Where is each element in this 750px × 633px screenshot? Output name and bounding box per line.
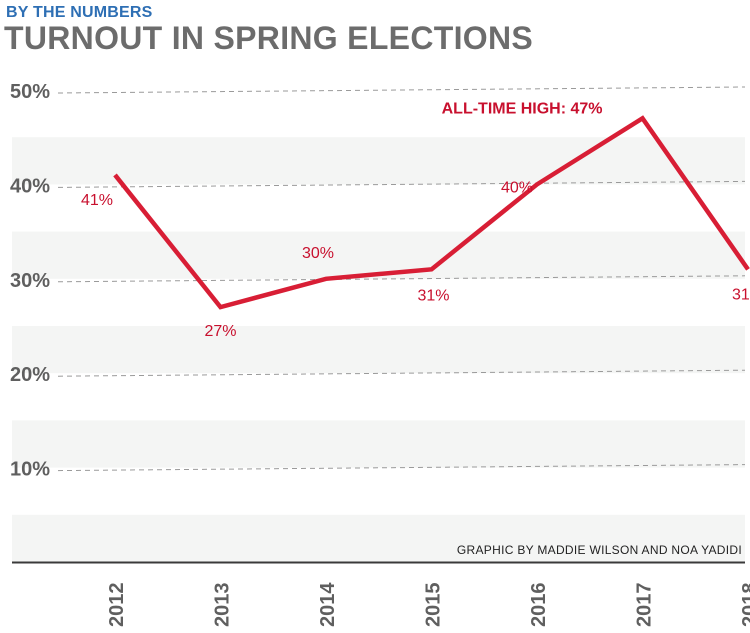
peak-annotation: ALL-TIME HIGH: 47% <box>442 100 603 117</box>
x-tick-label: 2015 <box>423 583 445 628</box>
data-label: 41% <box>81 192 113 209</box>
y-tick-label: 50% <box>10 81 50 103</box>
gridline <box>57 180 746 188</box>
series-line <box>113 115 750 310</box>
kicker: BY THE NUMBERS <box>6 4 153 21</box>
data-label: 40% <box>501 179 533 196</box>
credit: GRAPHIC BY MADDIE WILSON AND NOA YADIDI <box>456 543 742 557</box>
chart-title: TURNOUT IN SPRING ELECTIONS <box>4 20 534 56</box>
data-label: 27% <box>204 323 236 340</box>
gridline <box>57 86 746 94</box>
y-tick-label: 30% <box>10 270 50 292</box>
y-tick-label: 40% <box>10 175 50 197</box>
chart-band <box>12 420 745 468</box>
chart-band <box>12 326 745 374</box>
y-tick-label: 20% <box>10 364 50 386</box>
x-tick-label: 2018 <box>739 583 750 628</box>
data-label: 31% <box>732 286 750 303</box>
chart-band <box>12 514 745 562</box>
x-tick-label: 2013 <box>212 583 234 628</box>
chart-band <box>12 231 745 279</box>
x-tick-label: 2014 <box>317 582 339 627</box>
x-tick-label: 2017 <box>634 583 656 628</box>
gridline <box>57 275 746 283</box>
x-tick-label: 2012 <box>106 583 128 628</box>
gridline <box>57 464 746 472</box>
data-label: 30% <box>302 245 334 262</box>
chart-band <box>12 137 745 185</box>
y-tick-label: 10% <box>10 459 50 481</box>
x-tick-label: 2016 <box>528 583 550 628</box>
gridline <box>57 369 746 377</box>
data-label: 31% <box>417 287 449 304</box>
